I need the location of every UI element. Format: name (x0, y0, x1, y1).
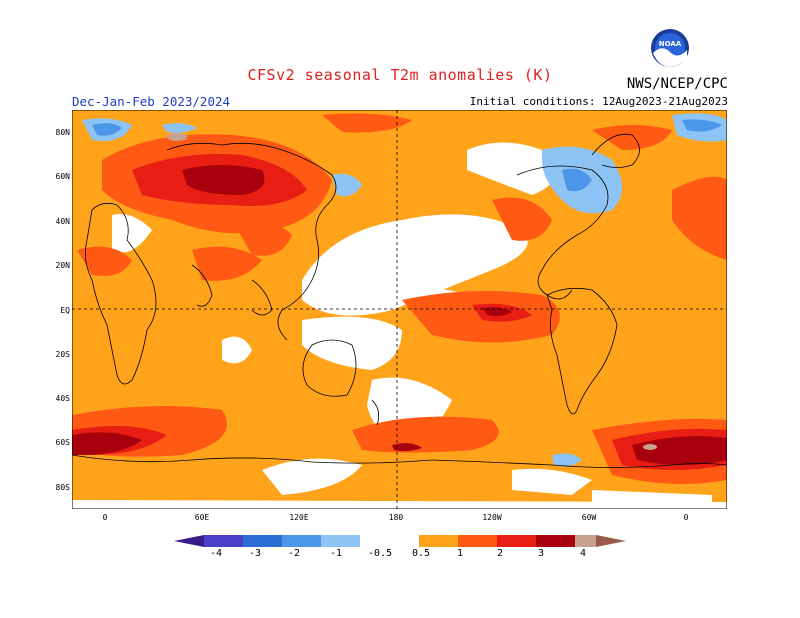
lon-label-120w: 120W (482, 513, 502, 522)
colorbar-bin (243, 535, 282, 547)
anomaly-map (72, 110, 727, 509)
colorbar-bin (536, 535, 575, 547)
map-title: CFSv2 seasonal T2m anomalies (K) (247, 66, 553, 84)
lat-label-eq: EQ (60, 306, 70, 315)
colorbar-label: 0.5 (411, 548, 431, 559)
colorbar-label: 2 (496, 548, 504, 559)
colorbar-bin (575, 535, 596, 547)
agency-label: NWS/NCEP/CPC (626, 76, 728, 92)
colorbar-bin (497, 535, 536, 547)
lat-label-20n: 20N (55, 261, 70, 270)
lon-label-0: 0 (102, 513, 108, 522)
initial-conditions-label: Initial conditions: 12Aug2023-21Aug2023 (469, 95, 728, 108)
colorbar-label: 1 (456, 548, 464, 559)
lat-label-60s: 60S (55, 438, 70, 447)
noaa-logo-text: NOAA (659, 40, 682, 48)
colorbar-label: 3 (537, 548, 545, 559)
colorbar-label: -4 (209, 548, 223, 559)
colorbar-label: 4 (579, 548, 587, 559)
colorbar-label: -2 (287, 548, 301, 559)
lon-label-120e: 120E (289, 513, 309, 522)
anomaly-4-5 (167, 133, 657, 450)
lat-label-40n: 40N (55, 217, 70, 226)
lat-label-20s: 20S (55, 350, 70, 359)
coastlines (72, 133, 727, 468)
lon-label-60w: 60W (581, 513, 597, 522)
colorbar-below-min (174, 535, 204, 547)
colorbar-bin (458, 535, 497, 547)
anomaly-map-svg (72, 110, 727, 509)
cold-anomalies (82, 113, 727, 467)
lat-label-60n: 60N (55, 172, 70, 181)
colorbar-label: -3 (248, 548, 262, 559)
lat-label-40s: 40S (55, 394, 70, 403)
lat-label-80s: 80S (55, 483, 70, 492)
colorbar-label: -1 (329, 548, 343, 559)
colorbar (174, 535, 626, 547)
colorbar-bin (360, 535, 399, 547)
lon-label-60e: 60E (194, 513, 210, 522)
lon-label-180: 180 (388, 513, 404, 522)
noaa-logo-icon: NOAA (651, 29, 689, 67)
lat-label-80n: 80N (55, 128, 70, 137)
colorbar-bin (321, 535, 360, 547)
colorbar-above-max (596, 535, 626, 547)
colorbar-bin (419, 535, 458, 547)
season-label: Dec-Jan-Feb 2023/2024 (72, 94, 231, 109)
lon-label-0-east: 0 (683, 513, 689, 522)
colorbar-bin (282, 535, 321, 547)
anomaly-3-4 (72, 165, 727, 465)
colorbar-bin (204, 535, 243, 547)
colorbar-label: -0.5 (367, 548, 393, 559)
